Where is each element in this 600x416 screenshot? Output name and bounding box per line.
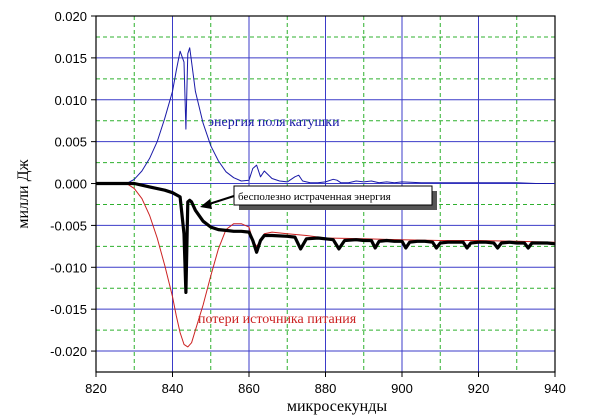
x-tick-label: 860 [238, 381, 260, 396]
y-tick-label: -0.020 [50, 344, 87, 359]
y-tick-label: -0.005 [50, 218, 87, 233]
x-tick-label: 900 [391, 381, 413, 396]
series-line-wasted-energy [96, 181, 556, 294]
y-tick-label: 0.010 [54, 93, 87, 108]
y-tick-label: 0.005 [54, 135, 87, 150]
series-line-coil-energy [96, 47, 555, 184]
y-tick-label: -0.015 [50, 302, 87, 317]
x-tick-label: 820 [85, 381, 107, 396]
y-tick-label: 0.000 [54, 177, 87, 192]
y-tick-label: 0.020 [54, 9, 87, 24]
tick-labels: 820 840 860 880 900 920 940 0.020 0.015 0.010 0.00… [50, 9, 566, 396]
series-lines [96, 47, 556, 348]
x-tick-label: 940 [544, 381, 566, 396]
callout-box [233, 185, 433, 206]
y-axis-title: милли Дж [15, 158, 32, 228]
x-tick-label: 880 [315, 381, 337, 396]
y-tick-label: 0.015 [54, 51, 87, 66]
series-label-coil-energy: энергия поля катушки [208, 115, 340, 130]
callout-text: бесполезно истраченная энергия [238, 191, 391, 203]
callout-arrow-head [200, 199, 212, 209]
callout: бесполезно истраченная энергия [200, 185, 437, 210]
x-axis-title: микросекунды [287, 398, 388, 415]
x-tick-label: 840 [162, 381, 184, 396]
series-label-supply-losses: потери источника питания [198, 312, 357, 327]
grid [96, 16, 555, 372]
y-tick-label: -0.010 [50, 260, 87, 275]
axis-ticks [91, 15, 556, 377]
x-tick-label: 920 [468, 381, 490, 396]
